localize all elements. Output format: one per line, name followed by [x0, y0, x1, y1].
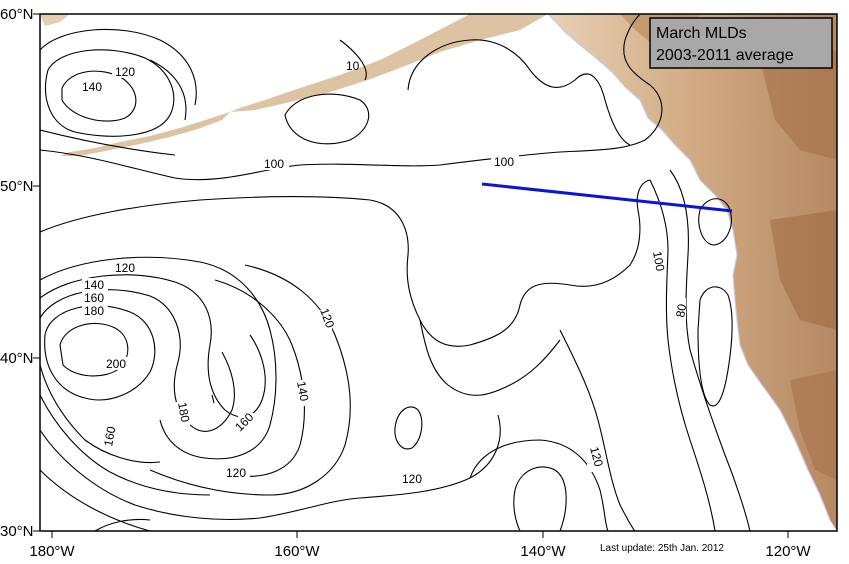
label-120-sc: 120 [402, 472, 422, 486]
label-120-nw: 120 [115, 65, 135, 79]
contour-120-w [40, 256, 277, 460]
contour-80-small [698, 198, 732, 246]
contour-160-sw-outer [40, 364, 161, 464]
contour-100-nw-arc1 [40, 28, 197, 106]
label-140-nw: 140 [82, 80, 102, 94]
contour-100-sw-outer [40, 469, 151, 531]
plot-frame [39, 13, 838, 532]
label-200: 200 [106, 357, 126, 371]
contour-100-south-right [559, 329, 636, 531]
legend-line-1: March MLDs [656, 25, 747, 42]
contour-120-south-loop [513, 466, 567, 531]
land-nw-corner [40, 14, 70, 26]
land-north-america [548, 14, 837, 531]
land-relief-4 [790, 370, 837, 480]
lon-label-120w: 120°W [765, 543, 811, 560]
mld-contours [40, 14, 751, 531]
lat-label-60n: 60°N [0, 6, 34, 23]
contour-200 [59, 322, 129, 377]
lon-label-180w: 180°W [29, 543, 75, 560]
land-relief-3 [770, 210, 837, 330]
label-100-coast: 100 [650, 250, 667, 272]
label-120-s: 120 [226, 466, 246, 480]
label-80-coast: 80 [673, 303, 689, 319]
contour-100-top-right [407, 39, 631, 146]
label-100-right: 100 [494, 155, 514, 169]
lon-label-140w: 140°W [520, 543, 566, 560]
label-180-w: 180 [84, 304, 104, 318]
label-120-w: 120 [115, 261, 135, 275]
axis-ticks [33, 13, 789, 538]
lon-label-160w: 160°W [274, 543, 320, 560]
contour-120-mid [149, 264, 351, 496]
label-140-w: 140 [84, 278, 104, 292]
label-10-frag: 10 [346, 59, 360, 73]
contour-120-small-south [394, 406, 423, 450]
contour-160-w [40, 289, 235, 432]
lat-label-40n: 40°N [0, 350, 34, 367]
contour-140-nw [61, 70, 137, 122]
contour-100-top-left-frag [339, 39, 367, 81]
legend-line-2: 2003-2011 average [656, 47, 794, 64]
contour-120-se [469, 439, 609, 531]
land-aleutians [60, 112, 230, 156]
contour-120-nw [44, 49, 175, 137]
label-120-se: 120 [587, 445, 606, 468]
contour-140-w [40, 274, 266, 418]
label-140-mid: 140 [294, 380, 311, 402]
legend-box: March MLDs 2003-2011 average [649, 17, 833, 69]
contour-100-top-center [284, 93, 370, 145]
contour-120-central [40, 179, 651, 347]
lat-label-30n: 30°N [0, 523, 34, 540]
contour-140-sw-outer [40, 394, 211, 496]
label-160-sw: 160 [101, 425, 118, 447]
lat-label-50n: 50°N [0, 178, 34, 195]
contour-80-coastal [669, 169, 751, 531]
contour-100-coastal [649, 179, 716, 531]
label-160-w: 160 [84, 291, 104, 305]
contour-100-nw-arc2 [149, 59, 187, 121]
contour-labels: 120 140 10 100 100 120 140 160 180 200 1… [80, 59, 689, 486]
transect-line [481, 182, 733, 213]
label-120-mid: 120 [317, 306, 337, 330]
contour-100-nw-arc3 [40, 129, 176, 156]
contour-120-lower-left-frag [94, 518, 151, 531]
contour-80-coast-loop [697, 286, 733, 407]
label-180-mid: 180 [175, 401, 192, 423]
label-100-left: 100 [264, 157, 284, 171]
land-alaska-peninsula [230, 14, 548, 112]
contour-140-small-dot [211, 394, 215, 404]
last-update-note: Last update: 25th Jan. 2012 [600, 543, 724, 554]
land-relief-2 [760, 50, 837, 160]
contour-100-south-center [419, 319, 561, 396]
